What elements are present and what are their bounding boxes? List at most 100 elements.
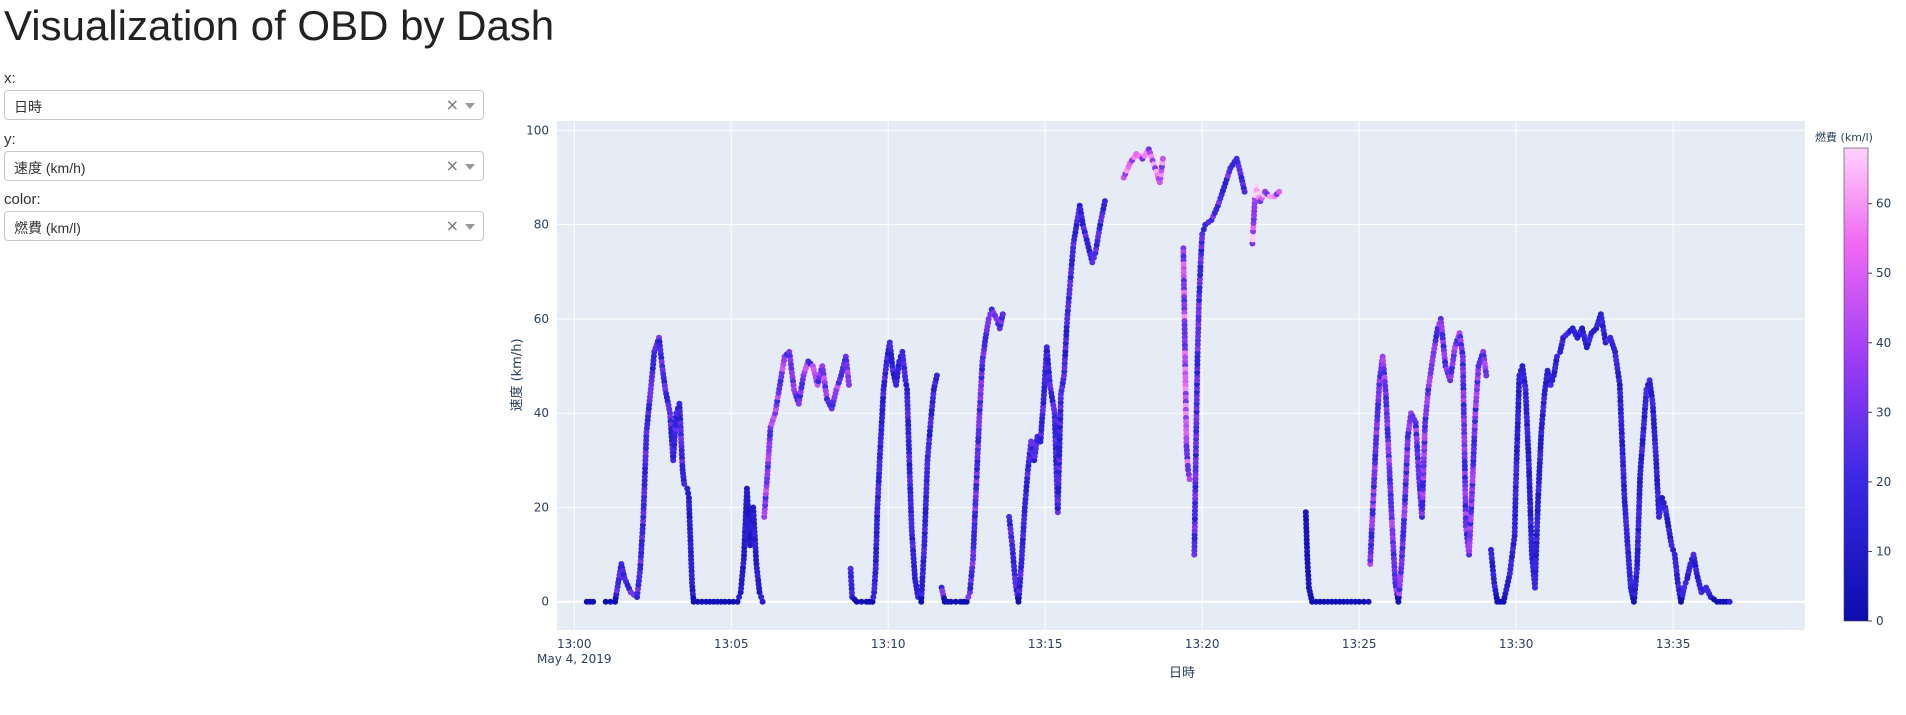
colorbar-tick-label: 10 — [1876, 544, 1891, 558]
data-point — [1200, 226, 1207, 233]
data-point — [993, 315, 1000, 322]
colorbar — [1843, 147, 1869, 622]
y-tick-label: 0 — [541, 595, 549, 609]
data-point — [1668, 542, 1675, 549]
x-axis-label: x: — [4, 70, 16, 87]
data-point — [1681, 584, 1688, 591]
data-point — [1547, 381, 1554, 388]
y-tick-label: 100 — [526, 123, 549, 137]
data-point — [1199, 231, 1206, 238]
data-point — [1660, 499, 1667, 506]
data-point — [759, 598, 766, 605]
x-axis-selected-value: 日時 — [14, 99, 42, 115]
colorbar-tick-label: 30 — [1876, 405, 1891, 419]
x-axis-dropdown[interactable]: 日時 × — [4, 90, 484, 120]
data-point — [933, 372, 940, 379]
data-point — [1101, 198, 1108, 205]
data-point — [948, 598, 954, 605]
data-point — [1554, 353, 1560, 360]
x-axis-chevron-down-icon[interactable] — [465, 103, 475, 109]
data-point — [734, 598, 741, 605]
data-point — [1670, 546, 1677, 553]
color-selected-value: 燃費 (km/l) — [14, 220, 81, 236]
data-point — [1186, 476, 1193, 483]
data-point — [952, 598, 959, 605]
x-tick-label: 13:00 — [557, 637, 592, 651]
colorbar-ticks: 0 10 20 30 40 50 60 — [1868, 197, 1891, 628]
data-point — [1090, 254, 1097, 261]
data-point — [846, 381, 852, 388]
data-point — [602, 598, 609, 605]
data-point — [1185, 471, 1192, 478]
colorbar-tick-label: 60 — [1876, 197, 1891, 211]
data-point — [1197, 267, 1204, 274]
data-point — [1276, 188, 1283, 195]
data-point — [858, 598, 865, 605]
color-clear-icon[interactable]: × — [445, 216, 459, 235]
x-tick-label: 13:15 — [1028, 637, 1063, 651]
data-point — [681, 480, 688, 487]
data-point — [1682, 579, 1689, 586]
y-axis-control: y: 速度 (km/h) × — [4, 131, 484, 181]
data-point — [1183, 435, 1190, 442]
x-axis-clear-icon[interactable]: × — [445, 95, 459, 114]
data-point — [607, 598, 614, 605]
data-point — [1182, 346, 1188, 353]
color-label: color: — [4, 191, 41, 208]
y-axis-chevron-down-icon[interactable] — [465, 164, 475, 170]
data-point — [1182, 354, 1189, 361]
plot-background — [557, 121, 1805, 630]
app-title: Visualization of OBD by Dash — [4, 2, 555, 49]
data-point — [1089, 259, 1096, 266]
y-axis-dropdown[interactable]: 速度 (km/h) × — [4, 151, 484, 181]
data-point — [1549, 377, 1556, 384]
data-point — [1181, 334, 1188, 341]
data-point — [903, 381, 910, 388]
data-point — [722, 598, 728, 605]
data-point — [756, 589, 763, 596]
data-point — [1196, 297, 1203, 304]
data-point — [1266, 193, 1273, 200]
x-tick-label: 13:10 — [871, 637, 906, 651]
data-point — [690, 598, 697, 605]
data-point — [685, 490, 692, 497]
x-tick-label: 13:35 — [1656, 637, 1691, 651]
data-point — [1483, 372, 1490, 379]
data-point — [1241, 188, 1248, 195]
x-axis-control: x: 日時 × — [4, 70, 484, 120]
data-point — [1180, 265, 1187, 272]
y-tick-label: 20 — [534, 500, 549, 514]
data-point — [726, 598, 733, 605]
colorbar-tick-label: 40 — [1876, 336, 1891, 350]
color-dropdown[interactable]: 燃費 (km/l) × — [4, 211, 484, 241]
data-point — [1180, 253, 1187, 260]
y-axis-title: 速度 (km/h) — [509, 338, 525, 411]
data-point — [902, 377, 909, 384]
data-point — [736, 594, 743, 600]
y-tick-label: 60 — [534, 312, 549, 326]
data-point — [1726, 598, 1733, 605]
x-tick-label: 13:20 — [1185, 637, 1220, 651]
data-points — [583, 146, 1733, 605]
data-point — [698, 598, 705, 605]
data-point — [1365, 598, 1372, 605]
y-axis-label: y: — [4, 131, 16, 148]
data-point — [1360, 598, 1367, 605]
data-point — [1159, 155, 1166, 162]
y-axis-clear-icon[interactable]: × — [445, 156, 459, 175]
x-axis-title: 日時 — [1169, 666, 1195, 681]
x-tick-label: 13:30 — [1499, 637, 1534, 651]
data-point — [870, 594, 877, 600]
data-point — [590, 598, 597, 605]
data-point — [758, 594, 765, 600]
data-point — [965, 594, 972, 600]
data-point — [1356, 598, 1363, 605]
y-axis-selected-value: 速度 (km/h) — [14, 160, 86, 176]
data-point — [694, 598, 701, 605]
data-point — [1182, 366, 1189, 373]
data-point — [963, 598, 970, 605]
data-point — [730, 598, 737, 605]
color-chevron-down-icon[interactable] — [465, 224, 475, 230]
